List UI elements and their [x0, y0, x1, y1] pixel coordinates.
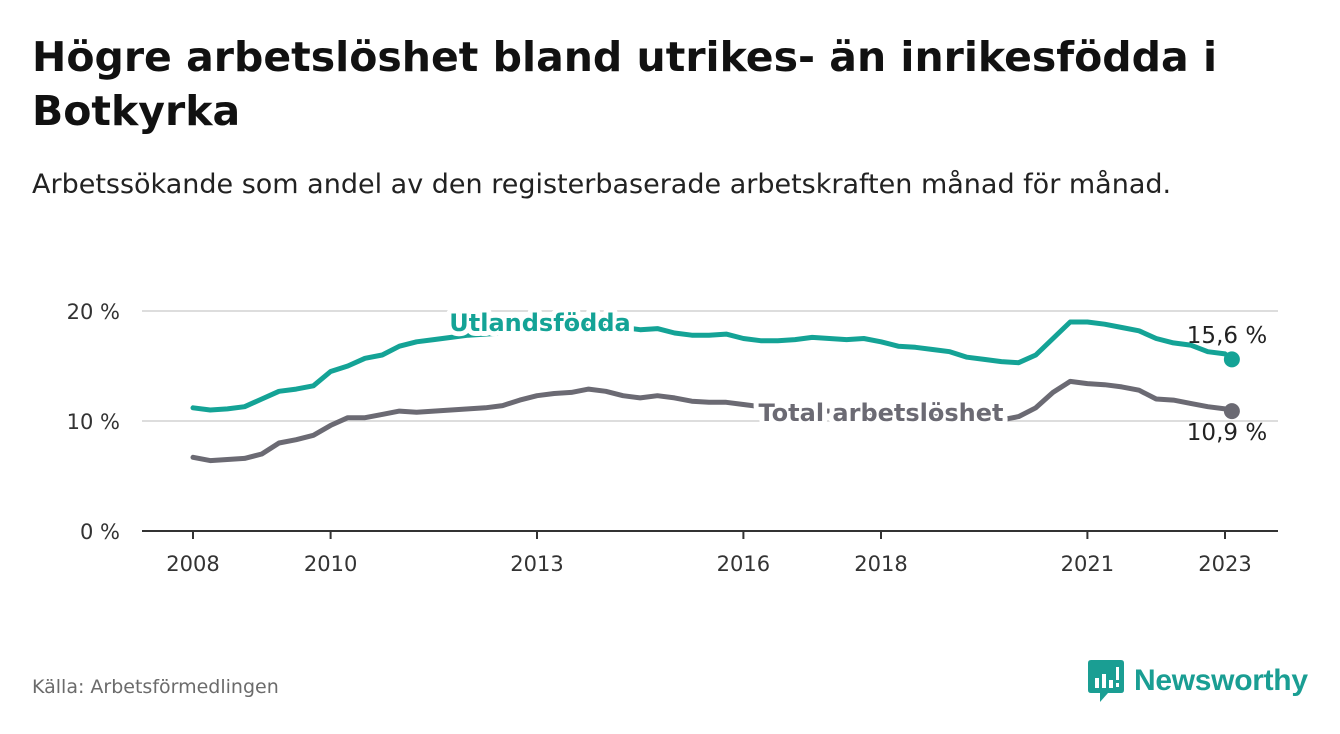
- series-label-total: Total arbetslöshet: [758, 399, 1003, 427]
- x-tick-label: 2013: [510, 552, 563, 576]
- x-tick-label: 2023: [1198, 552, 1251, 576]
- series-line-total: [190, 378, 1235, 464]
- end-point-utlandsfodda: [1223, 351, 1240, 368]
- brand-name: Newsworthy: [1134, 664, 1308, 697]
- y-tick-label: 20 %: [67, 300, 120, 324]
- chart-title: Högre arbetslöshet bland utrikes- än inr…: [32, 33, 1217, 135]
- source-note: Källa: Arbetsförmedlingen: [32, 676, 279, 698]
- chart-subtitle: Arbetssökande som andel av den registerb…: [32, 169, 1172, 200]
- series-label-total-halo: Total arbetslöshet: [758, 399, 1003, 427]
- end-point-total: [1223, 403, 1240, 420]
- newsworthy-logo-icon: [1088, 660, 1124, 702]
- series-line-utlandsfodda: [190, 319, 1235, 413]
- y-tick-label: 0 %: [80, 520, 120, 544]
- x-tick-label: 2016: [717, 552, 770, 576]
- end-label-utlandsfodda: 15,6 %: [1187, 323, 1267, 349]
- x-tick-label: 2008: [166, 552, 219, 576]
- brand-logo[interactable]: Newsworthy: [1088, 660, 1308, 702]
- x-tick-label: 2021: [1061, 552, 1114, 576]
- series-label-utlandsfodda-halo: Utlandsfödda: [449, 309, 630, 337]
- x-tick-label: 2010: [304, 552, 357, 576]
- series-label-utlandsfodda: Utlandsfödda: [449, 309, 630, 337]
- x-tick-label: 2018: [854, 552, 907, 576]
- end-label-total: 10,9 %: [1187, 420, 1267, 446]
- y-tick-label: 10 %: [67, 410, 120, 434]
